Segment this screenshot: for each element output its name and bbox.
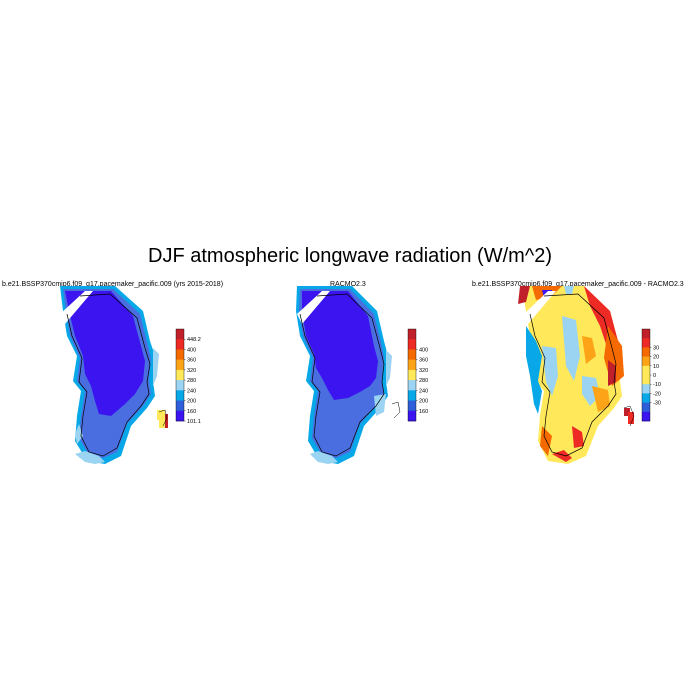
map-difference <box>518 286 635 464</box>
colorbar-swatch <box>408 380 416 391</box>
colorbar-tick-label: 320 <box>187 368 196 374</box>
colorbar-tick-label: 200 <box>187 399 196 405</box>
colorbar-model: 448.2 400 360 320 280 240 200 160 101.1 <box>175 328 201 425</box>
map-model <box>60 286 168 464</box>
colorbar-swatch <box>176 359 184 371</box>
colorbar-racmo: 400 360 320 280 240 200 160 <box>407 328 428 422</box>
colorbar-swatch <box>408 369 416 381</box>
coastline <box>529 293 617 457</box>
colorbar-tick-label: -10 <box>653 382 661 388</box>
east-island-outline <box>391 401 401 419</box>
colorbar-swatch <box>642 338 650 348</box>
colorbar-swatch <box>408 349 416 360</box>
colorbar-swatch <box>176 349 184 360</box>
colorbar-swatch <box>176 339 184 350</box>
colorbar-swatch <box>176 400 184 412</box>
white-notch <box>297 291 330 324</box>
colorbar-tick-label: 10 <box>653 364 659 370</box>
colorbar-swatch <box>642 384 650 394</box>
small-island <box>623 405 635 427</box>
colorbar-tick-label: 160 <box>187 409 196 415</box>
colorbar-swatch <box>642 329 650 339</box>
colorbar-tick-label: 400 <box>187 347 196 353</box>
colorbar-tick-label: 0 <box>653 373 656 379</box>
colorbar-tick-label: 360 <box>419 358 428 364</box>
colorbar-tick-label: -20 <box>653 391 661 397</box>
coastline <box>66 293 151 457</box>
colorbar-swatch <box>408 400 416 412</box>
colorbar-tick-label: 240 <box>419 388 428 394</box>
colorbar-tick-label: 448.2 <box>187 337 201 343</box>
colorbar-tick-label: 200 <box>419 399 428 405</box>
colorbar-tick-label: 280 <box>419 378 428 384</box>
colorbar-tick-label: 20 <box>653 355 659 361</box>
colorbar-tick-label: 400 <box>419 347 428 353</box>
colorbar-swatch <box>176 369 184 381</box>
colorbar-tick-label: 280 <box>187 378 196 384</box>
colorbar-frame <box>407 328 417 422</box>
colorbar-swatch <box>408 410 416 422</box>
coastline <box>299 293 385 457</box>
colorbar-tick-label: 320 <box>419 368 428 374</box>
figure-title: DJF atmospheric longwave radiation (W/m^… <box>148 245 552 267</box>
colorbar-swatch <box>176 380 184 391</box>
colorbar-swatch <box>642 402 650 413</box>
white-notch <box>524 291 556 324</box>
panel-title-difference: b.e21.BSSP370cmip6.f09_g17.pacemaker_pac… <box>472 281 684 288</box>
colorbar-tick-label: 30 <box>653 345 659 351</box>
panel-title-model: b.e21.BSSP370cmip6.f09_g17.pacemaker_pac… <box>2 281 224 288</box>
colorbar-swatch <box>642 356 650 367</box>
colorbar-difference: 30 20 10 0 -10 -20 -30 <box>641 328 661 422</box>
colorbar-swatch <box>176 390 184 401</box>
colorbar-swatch <box>408 359 416 371</box>
colorbar-swatch <box>642 393 650 403</box>
colorbar-tick-label: -30 <box>653 401 661 407</box>
colorbar-tick-label: 160 <box>419 409 428 415</box>
colorbar-swatch <box>408 390 416 401</box>
colorbar-swatch <box>642 411 650 422</box>
small-island <box>157 409 168 428</box>
colorbar-tick-label: 360 <box>187 358 196 364</box>
map-racmo <box>296 286 401 464</box>
colorbar-swatch <box>642 365 650 376</box>
colorbar-swatch <box>642 347 650 357</box>
greenland-racmo-fill <box>296 286 392 464</box>
panel-title-racmo: RACMO2.3 <box>330 281 366 288</box>
colorbar-swatch <box>408 339 416 350</box>
colorbar-frame <box>175 328 185 422</box>
colorbar-swatch <box>176 329 184 340</box>
white-notch <box>60 291 93 324</box>
greenland-outer-fill <box>60 286 159 464</box>
colorbar-tick-label: 101.1 <box>187 419 201 425</box>
colorbar-tick-label: 240 <box>187 388 196 394</box>
colorbar-swatch <box>176 410 184 422</box>
colorbar-swatch <box>408 329 416 340</box>
colorbar-swatch <box>642 375 650 385</box>
